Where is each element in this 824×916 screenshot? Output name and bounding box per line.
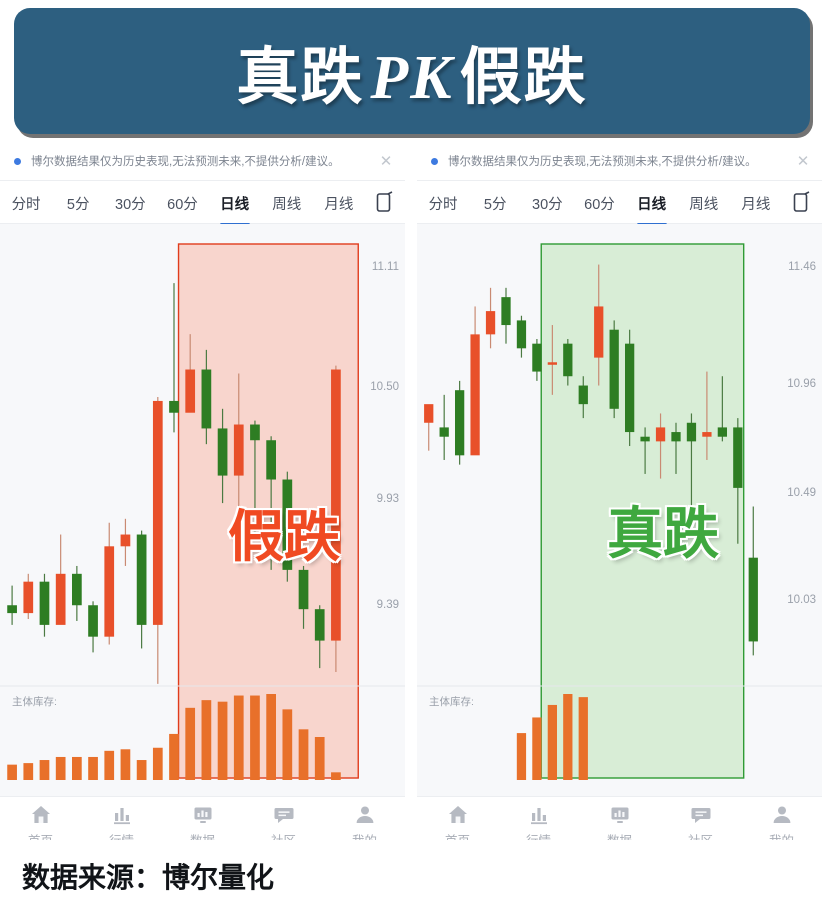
bottom-nav-left: 首页 行情 数据 社区 <box>0 796 405 840</box>
bar-chart-icon <box>81 803 162 827</box>
notice-bar-left: 博尔数据结果仅为历史表现,无法预测未来,不提供分析/建议。 ✕ <box>0 142 405 181</box>
price-axis-label: 10.49 <box>787 486 816 499</box>
candlestick-chart-right <box>417 224 822 796</box>
dot-icon <box>14 157 21 165</box>
tab-weekly[interactable]: 周线 <box>689 196 719 213</box>
nav-label: 社区 <box>660 830 741 840</box>
notice-bar-right: 博尔数据结果仅为历史表现,无法预测未来,不提供分析/建议。 ✕ <box>417 142 822 181</box>
nav-item-mine[interactable]: 我的 <box>324 803 405 840</box>
monitor-icon <box>162 803 243 827</box>
bottom-nav-right: 首页 行情 数据 社区 <box>417 796 822 840</box>
close-icon[interactable]: ✕ <box>379 153 393 170</box>
nav-label: 首页 <box>417 830 498 840</box>
chat-icon <box>243 803 324 827</box>
dot-icon <box>431 157 438 165</box>
home-icon <box>417 803 498 827</box>
bar-chart-icon <box>498 803 579 827</box>
nav-label: 数据 <box>579 830 660 840</box>
nav-label: 行情 <box>498 830 579 840</box>
nav-item-quotes[interactable]: 行情 <box>81 803 162 840</box>
chart-area-left[interactable]: 假跌 11.11 10.50 9.93 9.39 主体库存: <box>0 224 405 796</box>
nav-item-data[interactable]: 数据 <box>162 803 243 840</box>
monitor-icon <box>579 803 660 827</box>
banner-title-left: 真跌 <box>236 43 365 112</box>
banner-title-right: 假跌 <box>459 43 588 112</box>
nav-label: 数据 <box>162 830 243 840</box>
banner-title-pk: PK <box>370 44 454 112</box>
nav-item-community[interactable]: 社区 <box>660 803 741 840</box>
chart-area-right[interactable]: 真跌 11.46 10.96 10.49 10.03 主体库存: <box>417 224 822 796</box>
tab-5min[interactable]: 5分 <box>66 196 90 213</box>
landscape-rotate-icon[interactable] <box>365 191 405 213</box>
tab-5min[interactable]: 5分 <box>483 196 507 213</box>
price-axis-label: 9.39 <box>376 599 399 612</box>
tab-fenshi[interactable]: 分时 <box>428 196 458 213</box>
nav-label: 我的 <box>741 830 822 840</box>
tab-monthly[interactable]: 月线 <box>324 196 354 213</box>
nav-item-data[interactable]: 数据 <box>579 803 660 840</box>
home-icon <box>0 803 81 827</box>
person-icon <box>324 803 405 827</box>
nav-item-quotes[interactable]: 行情 <box>498 803 579 840</box>
nav-label: 我的 <box>324 830 405 840</box>
person-icon <box>741 803 822 827</box>
nav-label: 行情 <box>81 830 162 840</box>
panel-left: 博尔数据结果仅为历史表现,无法预测未来,不提供分析/建议。 ✕ 分时 5分 30… <box>0 142 405 840</box>
tab-daily[interactable]: 日线 <box>626 191 678 214</box>
nav-item-home[interactable]: 首页 <box>0 803 81 840</box>
nav-item-home[interactable]: 首页 <box>417 803 498 840</box>
close-icon[interactable]: ✕ <box>796 153 810 170</box>
landscape-rotate-icon[interactable] <box>782 191 822 213</box>
tab-weekly[interactable]: 周线 <box>272 196 302 213</box>
banner-title: 真跌PK假跌 <box>236 26 587 116</box>
chat-icon <box>660 803 741 827</box>
tab-fenshi[interactable]: 分时 <box>11 196 41 213</box>
price-axis-label: 10.96 <box>787 377 816 390</box>
candlestick-chart-left <box>0 224 405 796</box>
price-axis-label: 10.50 <box>370 381 399 394</box>
tab-30min[interactable]: 30分 <box>115 196 146 213</box>
tab-monthly[interactable]: 月线 <box>741 196 771 213</box>
phone-panels: 博尔数据结果仅为历史表现,无法预测未来,不提供分析/建议。 ✕ 分时 5分 30… <box>0 142 824 840</box>
source-line: 数据来源：博尔量化 <box>22 862 275 893</box>
volume-indicator-label: 主体库存: <box>429 696 474 708</box>
timeframe-tabs-right: 分时 5分 30分 60分 日线 周线 月线 <box>417 181 822 224</box>
tab-60min[interactable]: 60分 <box>584 196 615 213</box>
price-axis-label: 9.93 <box>376 493 399 506</box>
tab-30min[interactable]: 30分 <box>532 196 563 213</box>
tab-60min[interactable]: 60分 <box>167 196 198 213</box>
nav-label: 社区 <box>243 830 324 840</box>
price-axis-label: 10.03 <box>787 593 816 606</box>
price-axis-label: 11.46 <box>788 261 816 274</box>
tab-daily[interactable]: 日线 <box>209 191 261 214</box>
price-axis-label: 11.11 <box>371 261 399 274</box>
nav-item-community[interactable]: 社区 <box>243 803 324 840</box>
nav-label: 首页 <box>0 830 81 840</box>
title-banner: 真跌PK假跌 <box>14 8 810 134</box>
nav-item-mine[interactable]: 我的 <box>741 803 822 840</box>
notice-text: 博尔数据结果仅为历史表现,无法预测未来,不提供分析/建议。 <box>31 156 340 168</box>
volume-indicator-label: 主体库存: <box>12 696 57 708</box>
timeframe-tabs-left: 分时 5分 30分 60分 日线 周线 月线 <box>0 181 405 224</box>
notice-text: 博尔数据结果仅为历史表现,无法预测未来,不提供分析/建议。 <box>448 156 757 168</box>
panel-right: 博尔数据结果仅为历史表现,无法预测未来,不提供分析/建议。 ✕ 分时 5分 30… <box>417 142 822 840</box>
